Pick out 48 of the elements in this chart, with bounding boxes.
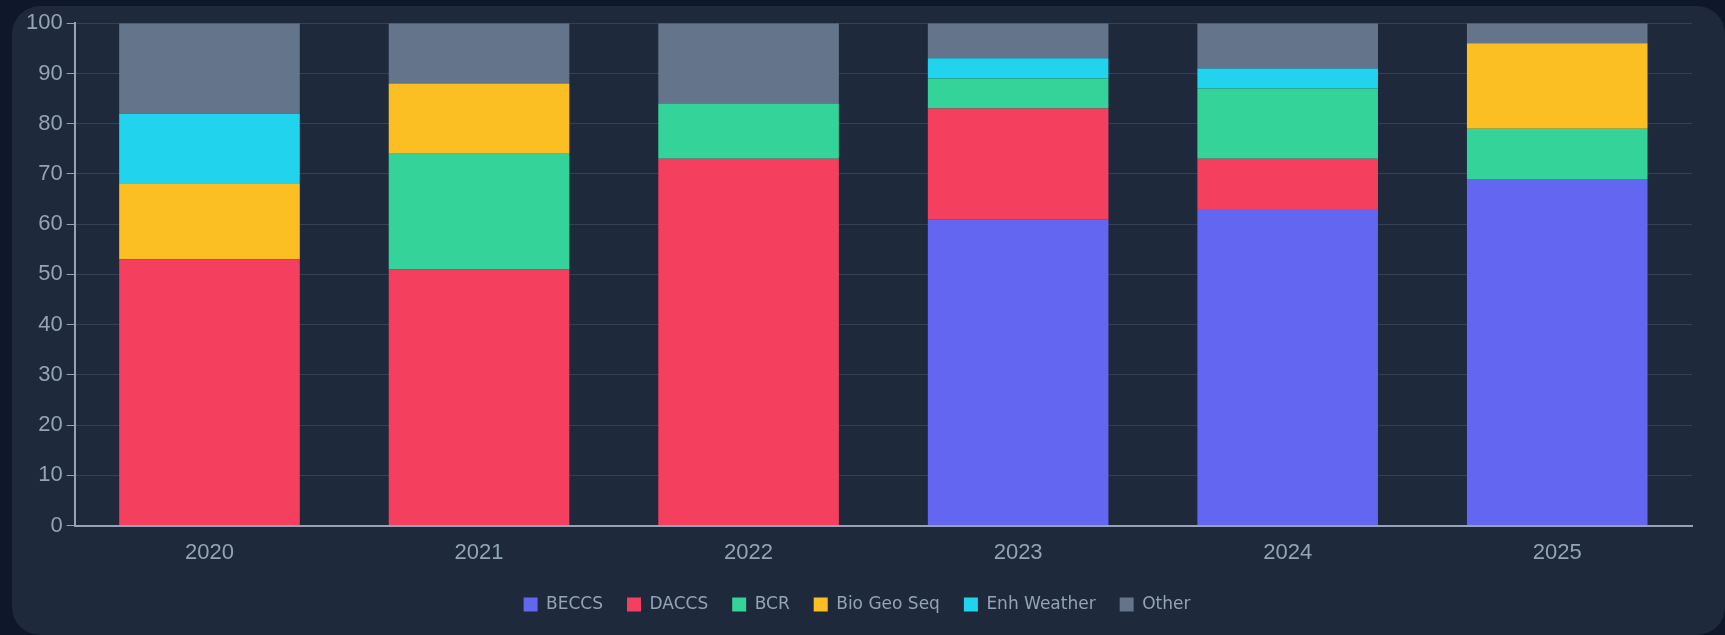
legend-label: Bio Geo Seq <box>836 592 940 613</box>
bar <box>927 219 1109 526</box>
bar <box>658 103 839 159</box>
bar <box>1197 88 1378 159</box>
bar <box>119 259 300 526</box>
bar <box>1197 23 1378 69</box>
x-tick-label: 2025 <box>1532 538 1582 564</box>
bar <box>927 23 1109 59</box>
bar <box>1466 128 1648 179</box>
bar <box>388 153 570 270</box>
bar <box>658 23 839 104</box>
y-tick-label: 40 <box>38 310 63 336</box>
bar <box>119 183 300 260</box>
y-tick-label: 0 <box>50 511 63 537</box>
bar <box>927 78 1109 109</box>
bar <box>927 58 1109 79</box>
y-tick-label: 50 <box>38 260 63 286</box>
x-tick-label: 2022 <box>724 538 774 564</box>
bar <box>388 269 570 526</box>
bar <box>119 23 300 114</box>
legend-label: BCR <box>754 592 790 613</box>
bar <box>1197 68 1378 89</box>
x-tick-label: 2020 <box>185 538 234 564</box>
bar <box>1466 178 1648 526</box>
y-tick-label: 20 <box>38 411 63 437</box>
bar <box>658 158 839 526</box>
y-tick-label: 90 <box>38 59 63 85</box>
legend-label: Other <box>1142 592 1191 613</box>
y-tick-label: 60 <box>38 210 63 236</box>
bar <box>927 108 1109 220</box>
x-tick-label: 2024 <box>1263 538 1313 564</box>
legend-label: DACCS <box>649 592 709 613</box>
y-tick-label: 30 <box>38 360 63 386</box>
y-tick-label: 80 <box>38 109 63 135</box>
bar <box>1197 158 1378 210</box>
bar <box>119 113 300 184</box>
x-tick-label: 2021 <box>454 538 504 564</box>
legend-label: BECCS <box>546 592 604 613</box>
y-tick-label: 70 <box>38 159 63 185</box>
legend-label: Enh Weather <box>986 592 1096 613</box>
x-tick-label: 2023 <box>993 538 1043 564</box>
bar <box>1466 23 1648 44</box>
y-tick-label: 100 <box>25 9 63 35</box>
bar <box>388 23 570 84</box>
bar <box>388 83 570 154</box>
bar <box>1197 209 1378 526</box>
y-tick-label: 10 <box>38 461 63 487</box>
bar <box>1466 43 1648 129</box>
